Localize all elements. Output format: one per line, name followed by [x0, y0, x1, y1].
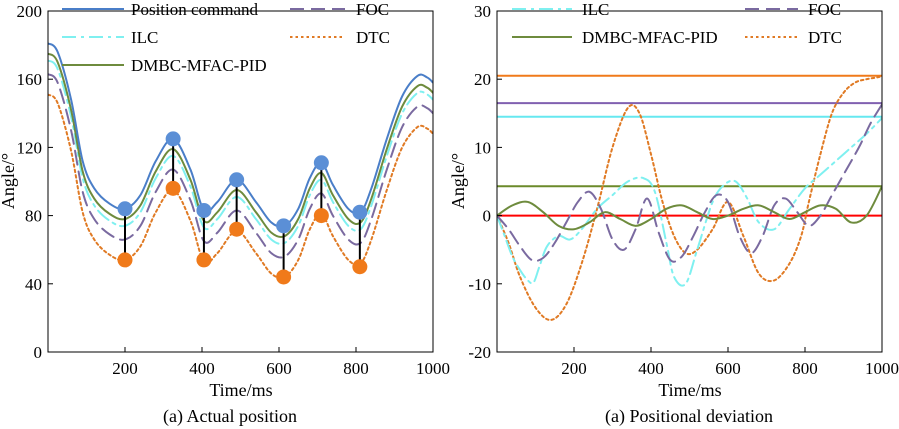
right-ytick-label: 30 — [474, 2, 491, 21]
left-axis-ticks: 200 400 600 800 1000 0 40 80 120 160 200 — [17, 2, 451, 378]
right-hlines-group — [497, 74, 882, 217]
left-ytick-label: 0 — [34, 343, 43, 362]
right-plot-frame — [496, 10, 883, 353]
left-marker-bottom — [196, 252, 212, 268]
legend2-text-dmbc: DMBC-MFAC-PID — [582, 28, 718, 47]
right-series-dmbc-mfac-pid — [497, 185, 882, 231]
left-marker-bottom — [352, 259, 368, 275]
right-ytick-label: 10 — [474, 138, 491, 157]
right-ytick-label: -20 — [468, 343, 491, 362]
left-marker-top — [352, 204, 368, 220]
right-xtick-label: 1000 — [865, 359, 899, 378]
left-plot-frame — [47, 10, 434, 353]
legend2-text-dtc: DTC — [808, 28, 842, 47]
legend2-text-foc: FOC — [808, 0, 841, 19]
left-ytick-label: 80 — [25, 207, 42, 226]
left-xtick-label: 600 — [266, 359, 292, 378]
right-caption: (a) Positional deviation — [605, 406, 773, 427]
legend-text-foc: FOC — [356, 0, 389, 19]
left-series-foc — [48, 73, 433, 259]
left-series-group — [48, 42, 433, 279]
left-marker-bottom — [276, 269, 292, 285]
chart-actual-position: 200 400 600 800 1000 0 40 80 120 160 200 Position … — [0, 0, 450, 427]
chart-positional-deviation: 200 400 600 800 1000 -20 -10 0 10 20 30 ILC FOC DM… — [448, 0, 899, 427]
left-marker-top — [196, 202, 212, 218]
left-xtick-label: 800 — [343, 359, 369, 378]
legend-text-ilc: ILC — [131, 28, 158, 47]
right-ytick-label: 0 — [483, 207, 492, 226]
left-ytick-label: 160 — [17, 70, 43, 89]
left-marker-top — [276, 218, 292, 234]
left-xtick-label: 400 — [189, 359, 215, 378]
left-marker-bottom — [229, 221, 245, 237]
left-legend: Position command ILC DMBC-MFAC-PID FOC D… — [62, 0, 390, 75]
right-ytick-label: 20 — [474, 70, 491, 89]
right-ytick-label: -10 — [468, 275, 491, 294]
legend-text-position-command: Position command — [131, 0, 259, 19]
left-marker-top — [165, 131, 181, 147]
right-axis-ticks: 200 400 600 800 1000 -20 -10 0 10 20 30 — [468, 2, 899, 378]
left-series-dtc — [48, 93, 433, 279]
left-ytick-label: 200 — [17, 2, 43, 21]
right-series-group — [497, 74, 882, 321]
right-series-dtc — [497, 74, 882, 321]
right-xtick-label: 800 — [792, 359, 818, 378]
left-marker-top — [117, 201, 133, 217]
left-series-position-command — [48, 42, 433, 228]
left-series-dmbc-mfac-pid — [48, 52, 433, 239]
right-xtick-label: 400 — [638, 359, 664, 378]
right-series-foc — [497, 103, 882, 263]
left-marker-top — [229, 172, 245, 188]
left-marker-bottom — [313, 208, 329, 224]
right-series-ilc — [497, 117, 882, 287]
right-xlabel: Time/ms — [658, 380, 721, 400]
left-series-ilc — [48, 59, 433, 245]
legend2-text-ilc: ILC — [582, 0, 609, 19]
legend-text-dmbc: DMBC-MFAC-PID — [131, 56, 267, 75]
left-caption: (a) Actual position — [163, 406, 297, 427]
left-markers-group — [117, 131, 368, 285]
left-ylabel: Angle/° — [0, 153, 18, 209]
left-ytick-label: 120 — [17, 138, 43, 157]
left-xtick-label: 200 — [112, 359, 138, 378]
right-legend: ILC FOC DMBC-MFAC-PID DTC — [512, 0, 842, 47]
left-ytick-label: 40 — [25, 275, 42, 294]
left-marker-top — [313, 155, 329, 171]
left-marker-bottom — [165, 180, 181, 196]
right-xtick-label: 600 — [715, 359, 741, 378]
left-marker-bottom — [117, 252, 133, 268]
right-ylabel: Angle/° — [448, 153, 468, 209]
right-xtick-label: 200 — [561, 359, 587, 378]
left-xlabel: Time/ms — [209, 380, 272, 400]
legend-text-dtc: DTC — [356, 28, 390, 47]
left-xtick-label: 1000 — [416, 359, 450, 378]
